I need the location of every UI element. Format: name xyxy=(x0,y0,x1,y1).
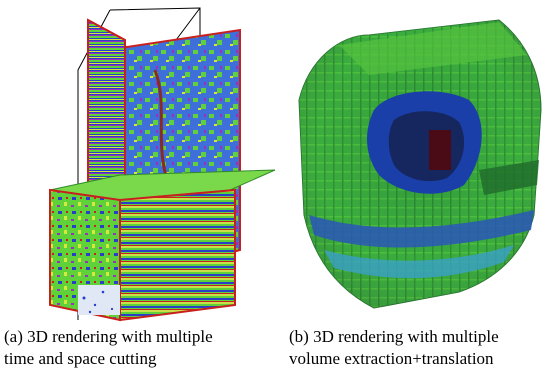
cube-top-face xyxy=(339,22,527,75)
caption-a: (a) 3D rendering with multiple time and … xyxy=(4,326,213,370)
subfigure-a-image xyxy=(0,0,279,322)
subfigure-b-image xyxy=(279,0,558,322)
lower-band-1 xyxy=(309,210,534,248)
caption-b-line1: (b) 3D rendering with multiple xyxy=(289,327,499,346)
caption-a-line2: time and space cutting xyxy=(4,349,157,368)
lower-band-2 xyxy=(324,245,514,279)
voxel-cube-rendering xyxy=(298,19,542,309)
caption-a-line1: (a) 3D rendering with multiple xyxy=(4,327,213,346)
speckle-area xyxy=(78,285,120,315)
caption-b-line2: volume extraction+translation xyxy=(289,349,494,368)
cutting-slices-rendering xyxy=(49,7,276,322)
extraction-hole-inner xyxy=(388,111,465,182)
extraction-core xyxy=(429,130,451,170)
right-band xyxy=(479,160,539,195)
caption-b: (b) 3D rendering with multiple volume ex… xyxy=(289,326,499,370)
vertical-slice-right xyxy=(119,188,236,322)
